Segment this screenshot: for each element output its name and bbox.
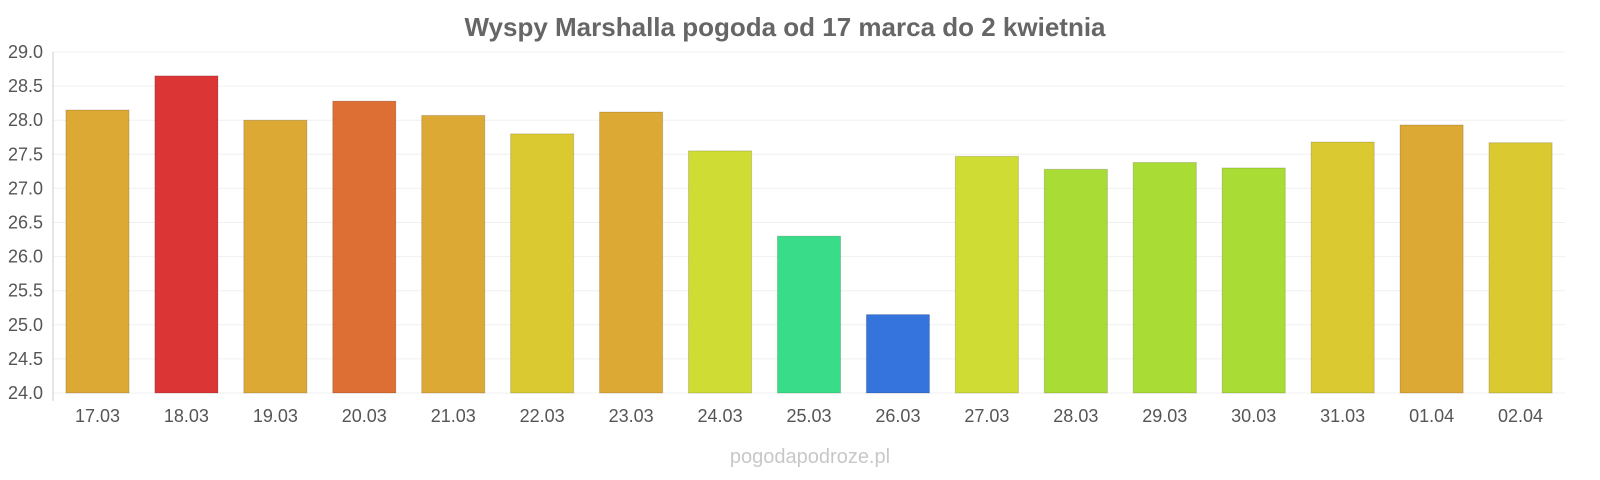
x-tick-label: 22.03 bbox=[520, 406, 565, 426]
x-tick-label: 28.03 bbox=[1053, 406, 1098, 426]
y-tick-label: 29.0 bbox=[8, 42, 43, 62]
bar-19.03 bbox=[243, 119, 308, 394]
x-tick-label: 19.03 bbox=[253, 406, 298, 426]
bar-27.03 bbox=[954, 155, 1019, 394]
x-tick-label: 01.04 bbox=[1409, 406, 1454, 426]
x-tick-label: 29.03 bbox=[1142, 406, 1187, 426]
bar-23.03 bbox=[599, 111, 664, 394]
bar-28.03 bbox=[1043, 168, 1108, 394]
bar-24.03 bbox=[687, 150, 753, 394]
y-tick-label: 28.5 bbox=[8, 76, 43, 96]
bar-25.03 bbox=[776, 235, 842, 394]
bar-22.03 bbox=[510, 133, 575, 394]
x-tick-label: 02.04 bbox=[1498, 406, 1543, 426]
x-tick-label: 31.03 bbox=[1320, 406, 1365, 426]
chart-title: Wyspy Marshalla pogoda od 17 marca do 2 … bbox=[464, 12, 1106, 42]
bar-17.03 bbox=[65, 109, 130, 394]
x-tick-label: 20.03 bbox=[342, 406, 387, 426]
x-tick-label: 25.03 bbox=[786, 406, 831, 426]
x-tick-label: 21.03 bbox=[431, 406, 476, 426]
x-tick-label: 23.03 bbox=[609, 406, 654, 426]
y-tick-label: 26.0 bbox=[8, 247, 43, 267]
x-axis-ticks: 17.03 18.03 19.03 20.03 21.03 22.03 23.03 24.03… bbox=[75, 406, 1543, 426]
bar-29.03 bbox=[1132, 161, 1197, 394]
y-axis-ticks: 24.0 24.5 25.0 25.5 26.0 26.5 27.0 27.5 28.0 28.5… bbox=[8, 42, 43, 403]
x-tick-label: 27.03 bbox=[964, 406, 1009, 426]
bar-18.03 bbox=[154, 75, 219, 394]
x-tick-label: 26.03 bbox=[875, 406, 920, 426]
y-tick-label: 25.5 bbox=[8, 281, 43, 301]
y-tick-label: 25.0 bbox=[8, 315, 43, 335]
y-tick-label: 24.5 bbox=[8, 349, 43, 369]
bar-30.03 bbox=[1221, 167, 1286, 394]
y-tick-label: 26.5 bbox=[8, 213, 43, 233]
bar-01.04 bbox=[1399, 124, 1464, 394]
y-tick-label: 28.0 bbox=[8, 110, 43, 130]
bar-31.03 bbox=[1310, 141, 1375, 394]
x-tick-label: 17.03 bbox=[75, 406, 120, 426]
bar-26.03 bbox=[865, 314, 931, 394]
x-tick-label: 24.03 bbox=[698, 406, 743, 426]
x-tick-label: 18.03 bbox=[164, 406, 209, 426]
y-tick-label: 24.0 bbox=[8, 383, 43, 403]
bar-21.03 bbox=[421, 114, 486, 394]
y-tick-label: 27.0 bbox=[8, 178, 43, 198]
x-tick-label: 30.03 bbox=[1231, 406, 1276, 426]
bar-02.04 bbox=[1488, 142, 1553, 394]
watermark: pogodapodroze.pl bbox=[730, 446, 890, 468]
bar-20.03 bbox=[332, 100, 397, 394]
y-tick-label: 27.5 bbox=[8, 144, 43, 164]
bars bbox=[65, 75, 1553, 394]
